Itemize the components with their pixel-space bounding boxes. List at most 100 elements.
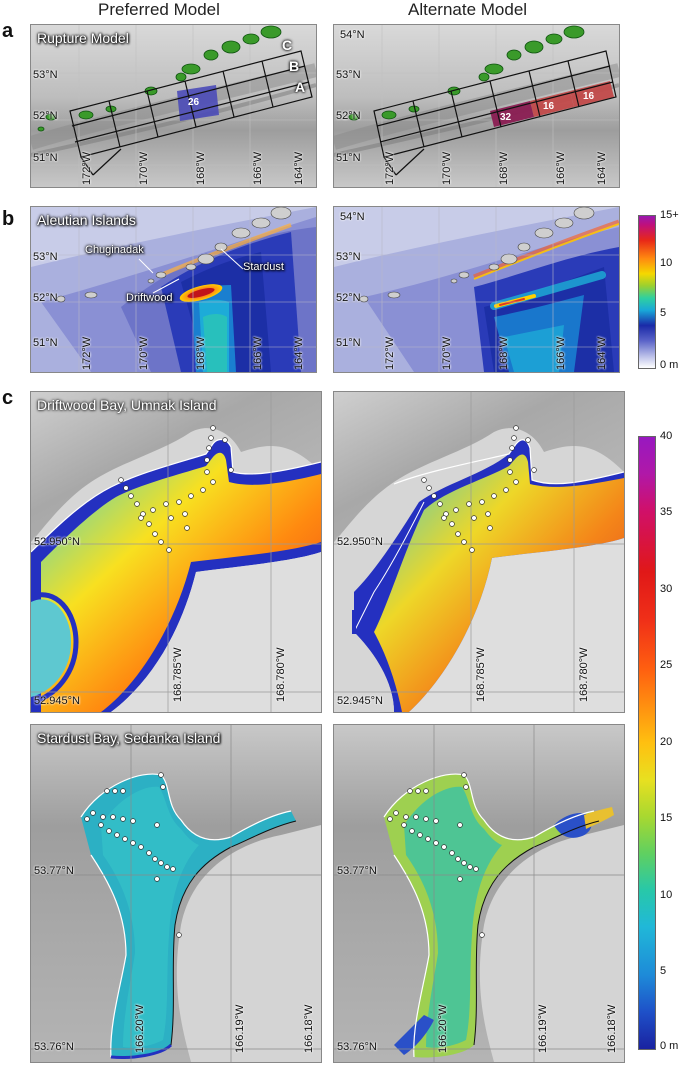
lat-label-51-b2: 51°N: [336, 337, 361, 349]
lon-label-16620-alt: 166.20°W: [437, 1004, 449, 1053]
colorbar-b: [638, 215, 656, 369]
colorbar-c-tick-0: 0 m: [660, 1040, 679, 1052]
stardust-title: Stardust Bay, Sedanka Island: [37, 730, 221, 746]
colorbar-b-tick-10: 10: [660, 257, 673, 269]
lat-label-5376-pref: 53.76°N: [34, 1041, 74, 1053]
survey-points-driftwood-alt: [421, 425, 537, 553]
lat-label-51-a: 51°N: [33, 152, 58, 164]
lon-label-170-b: 170°W: [138, 336, 150, 370]
driftwood-map-preferred: Driftwood Bay, Umnak Island 52.950°N 52.…: [30, 391, 322, 713]
lon-label-168780-alt: 168.780°W: [578, 647, 590, 702]
colorbar-c-tick-15: 15: [660, 812, 673, 824]
lon-label-164-a: 164°W: [293, 151, 305, 185]
stardust-map-preferred: Stardust Bay, Sedanka Island 53.77°N 53.…: [30, 724, 322, 1063]
lon-label-164-a2: 164°W: [596, 151, 608, 185]
colorbar-c: [638, 436, 656, 1050]
survey-points-stardust-alt: [387, 772, 485, 938]
rupture-model-title: Rupture Model: [37, 30, 129, 46]
lat-label-5377-alt: 53.77°N: [337, 865, 377, 877]
lat-label-52945-pref: 52.945°N: [34, 695, 80, 707]
rupture-map-alternate-svg: [334, 25, 619, 187]
lat-label-51-b: 51°N: [33, 337, 58, 349]
colorbar-c-tick-40: 40: [660, 430, 673, 442]
place-driftwood: Driftwood: [126, 292, 173, 304]
panel-letter-c: c: [2, 387, 14, 409]
colorbar-b-tick-15: 15+: [660, 209, 679, 221]
colorbar-b-tick-5: 5: [660, 307, 667, 319]
lon-label-172-b: 172°W: [81, 336, 93, 370]
alternate-segment-value-3: 16: [583, 91, 595, 102]
survey-points-stardust-pref: [84, 772, 182, 938]
lat-label-52-a: 52°N: [33, 110, 58, 122]
lon-label-168-b: 168°W: [195, 336, 207, 370]
lon-label-16619-pref: 166.19°W: [234, 1004, 246, 1053]
lat-label-51-a2: 51°N: [336, 152, 361, 164]
lon-label-166-a: 166°W: [252, 151, 264, 185]
alternate-segment-value-2: 16: [543, 101, 555, 112]
lon-label-168780-pref: 168.780°W: [275, 647, 287, 702]
lat-label-52945-alt: 52.945°N: [337, 695, 383, 707]
lon-label-166-a2: 166°W: [555, 151, 567, 185]
lon-label-164-b: 164°W: [293, 336, 305, 370]
rupture-row-label-b: B: [289, 58, 300, 74]
driftwood-map-alternate-svg: [334, 392, 624, 712]
aleutian-map-alternate-svg: [334, 207, 619, 372]
lon-label-168-a2: 168°W: [498, 151, 510, 185]
lat-label-53-b: 53°N: [33, 251, 58, 263]
aleutian-map-preferred-svg: [31, 207, 316, 372]
lon-label-168-b2: 168°W: [498, 336, 510, 370]
lon-label-170-a: 170°W: [138, 151, 150, 185]
rupture-map-alternate: 32 16 16 54°N 53°N 52°N 51°N 172°W 170°W…: [333, 24, 620, 188]
colorbar-c-tick-10: 10: [660, 889, 673, 901]
stardust-map-alternate-svg: [334, 725, 624, 1062]
lon-label-172-a2: 172°W: [384, 151, 396, 185]
lon-label-16618-alt: 166.18°W: [606, 1004, 618, 1053]
lat-label-52-a2: 52°N: [336, 110, 361, 122]
lat-label-52-b: 52°N: [33, 292, 58, 304]
colorbar-c-tick-20: 20: [660, 736, 673, 748]
lat-label-53-a: 53°N: [33, 69, 58, 81]
lon-label-168-a: 168°W: [195, 151, 207, 185]
rupture-map-preferred-svg: [31, 25, 316, 187]
alternate-segment-value-1: 32: [500, 112, 512, 123]
lon-label-16618-pref: 166.18°W: [303, 1004, 315, 1053]
preferred-segment-value: 26: [188, 97, 200, 108]
colorbar-c-tick-5: 5: [660, 965, 667, 977]
lat-label-52-b2: 52°N: [336, 292, 361, 304]
lon-label-166-b: 166°W: [252, 336, 264, 370]
lon-label-16619-alt: 166.19°W: [537, 1004, 549, 1053]
lat-label-5377-pref: 53.77°N: [34, 865, 74, 877]
rupture-row-label-c: C: [282, 37, 293, 53]
lon-label-168785-pref: 168.785°W: [172, 647, 184, 702]
lon-label-170-a2: 170°W: [441, 151, 453, 185]
place-chuginadak: Chuginadak: [85, 244, 144, 256]
lon-label-166-b2: 166°W: [555, 336, 567, 370]
driftwood-map-preferred-svg: [31, 392, 321, 712]
lat-label-5376-alt: 53.76°N: [337, 1041, 377, 1053]
rupture-map-preferred: Rupture Model 26 C B A 53°N 52°N 51°N 17…: [30, 24, 317, 188]
lat-label-52950-alt: 52.950°N: [337, 536, 383, 548]
colorbar-c-tick-35: 35: [660, 506, 673, 518]
rupture-row-label-a: A: [295, 79, 306, 95]
column-title-preferred: Preferred Model: [98, 0, 220, 19]
panel-letter-a: a: [2, 20, 14, 42]
panel-letter-b: b: [2, 208, 15, 230]
lat-label-52950-pref: 52.950°N: [34, 536, 80, 548]
place-stardust: Stardust: [243, 261, 284, 273]
lat-label-54-a2: 54°N: [340, 29, 365, 41]
driftwood-title: Driftwood Bay, Umnak Island: [37, 397, 217, 413]
aleutian-map-preferred: Aleutian Islands Chuginadak Driftwood St…: [30, 206, 317, 373]
stardust-map-preferred-svg: [31, 725, 321, 1062]
lon-label-16620-pref: 166.20°W: [134, 1004, 146, 1053]
colorbar-c-tick-25: 25: [660, 659, 673, 671]
colorbar-b-tick-0: 0 m: [660, 359, 679, 371]
aleutian-islands-title: Aleutian Islands: [37, 212, 136, 228]
lon-label-170-b2: 170°W: [441, 336, 453, 370]
lon-label-164-b2: 164°W: [596, 336, 608, 370]
lat-label-53-a2: 53°N: [336, 69, 361, 81]
lat-label-54-b2: 54°N: [340, 211, 365, 223]
lon-label-172-a: 172°W: [81, 151, 93, 185]
lat-label-53-b2: 53°N: [336, 251, 361, 263]
stardust-map-alternate: 53.77°N 53.76°N 166.20°W 166.19°W 166.18…: [333, 724, 625, 1063]
survey-points-driftwood-pref: [118, 425, 234, 553]
